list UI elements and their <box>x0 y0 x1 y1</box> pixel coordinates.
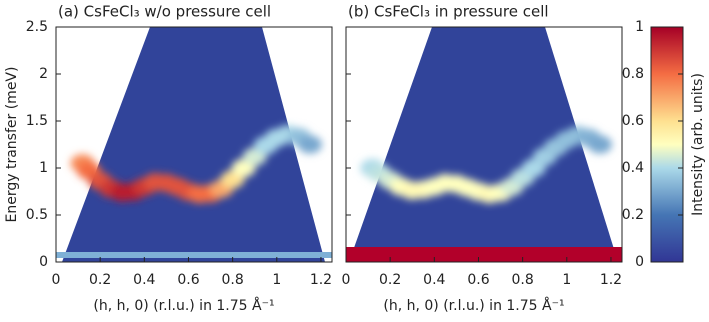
y-tick-label: 2 <box>39 66 48 82</box>
elastic-line <box>56 252 332 258</box>
colorbar-label: Intensity (arb. units) <box>690 73 706 216</box>
panel-title: (a) CsFeCl₃ w/o pressure cell <box>58 3 271 21</box>
x-tick-label: 0.4 <box>423 272 445 288</box>
colorbar <box>650 26 684 263</box>
y-axis-label: Energy transfer (meV) <box>4 67 20 223</box>
colorbar-tick-label: 0.4 <box>622 160 644 176</box>
plot-frame <box>55 26 333 263</box>
x-axis-label: (h, h, 0) (r.l.u.) in 1.75 Å⁻¹ <box>383 297 564 314</box>
y-tick-label: 1.5 <box>26 113 48 129</box>
dispersion-band <box>360 126 612 204</box>
x-tick-label: 0 <box>342 272 351 288</box>
y-tick-label: 2.5 <box>26 19 48 35</box>
y-tick-label: 0 <box>39 254 48 270</box>
x-tick-label: 0.8 <box>512 272 534 288</box>
colorbar-tick-label: 0.8 <box>622 66 644 82</box>
colorbar-tick-label: 0.6 <box>622 113 644 129</box>
x-tick-label: 0.4 <box>133 272 155 288</box>
colorbar-tick-label: 0 <box>635 254 644 270</box>
colorbar-tick-label: 1 <box>635 19 644 35</box>
plot-frame <box>345 26 623 263</box>
x-tick-label: 1.2 <box>310 272 332 288</box>
x-tick-label: 1.2 <box>600 272 622 288</box>
band-point <box>587 135 612 154</box>
kinematic-region <box>62 27 325 262</box>
x-tick-label: 0.8 <box>222 272 244 288</box>
y-tick-label: 1 <box>39 160 48 176</box>
x-tick-label: 0.6 <box>467 272 489 288</box>
colorbar-tick-label: 0.2 <box>622 207 644 223</box>
x-tick-label: 1 <box>272 272 281 288</box>
x-axis-label: (h, h, 0) (r.l.u.) in 1.75 Å⁻¹ <box>93 297 274 314</box>
x-tick-label: 0.2 <box>379 272 401 288</box>
band-point <box>297 135 322 154</box>
y-tick-label: 0.5 <box>26 207 48 223</box>
x-tick-label: 0.2 <box>89 272 111 288</box>
kinematic-region <box>349 27 618 262</box>
dispersion-band <box>70 125 322 204</box>
elastic-line <box>346 247 622 262</box>
panel-title: (b) CsFeCl₃ in pressure cell <box>348 3 549 21</box>
x-tick-label: 0.6 <box>177 272 199 288</box>
x-tick-label: 0 <box>52 272 61 288</box>
x-tick-label: 1 <box>562 272 571 288</box>
